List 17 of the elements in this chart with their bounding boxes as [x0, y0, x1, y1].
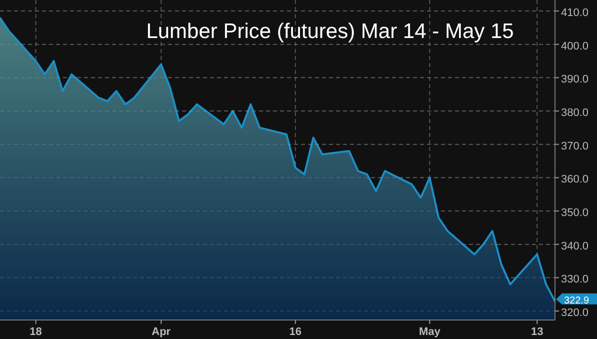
x-tick-label: Apr: [152, 326, 172, 338]
y-tick-label: 400.0: [561, 40, 589, 52]
y-tick-label: 370.0: [561, 140, 589, 152]
y-tick-label: 380.0: [561, 107, 589, 119]
y-tick-label: 330.0: [561, 274, 589, 286]
y-tick-label: 350.0: [561, 207, 589, 219]
x-tick-label: 18: [30, 326, 42, 338]
x-tick-label: 16: [289, 326, 302, 338]
annotation: 322.9: [564, 295, 590, 306]
y-tick-label: 390.0: [561, 74, 589, 86]
y-tick-label: 340.0: [561, 240, 589, 252]
x-tick-label: May: [418, 326, 442, 338]
x-tick-label: 13: [530, 326, 544, 338]
text: Lumber Price (futures) Mar 14 - May 15: [146, 20, 514, 43]
y-tick-label: 320.0: [561, 307, 589, 319]
y-tick-label: 410.0: [561, 7, 589, 19]
y-tick-label: 360.0: [561, 174, 589, 186]
